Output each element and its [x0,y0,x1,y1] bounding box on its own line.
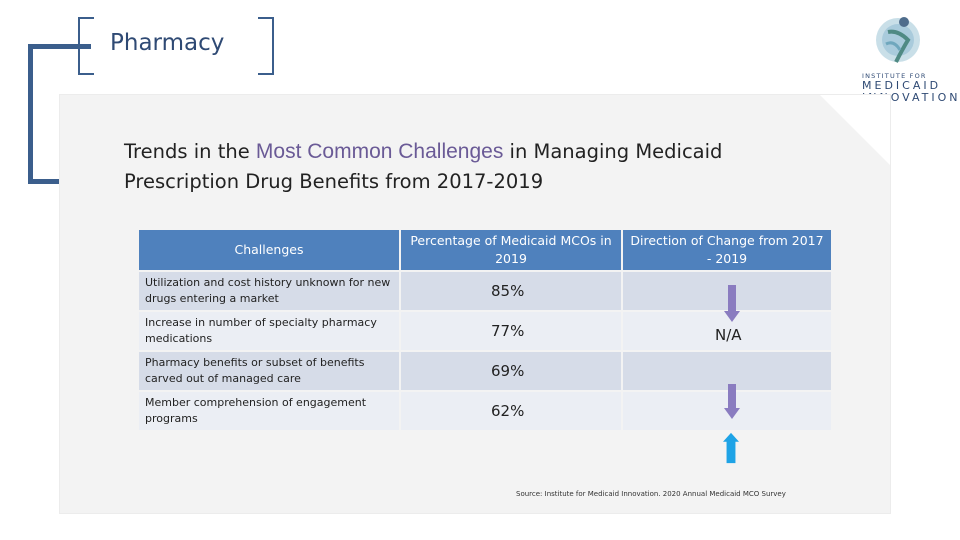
direction-cell [623,312,831,350]
logo-line-2: MEDICAID [862,79,942,92]
institute-logo-icon [876,17,920,63]
direction-na-label: N/A [715,326,742,344]
logo-line-1: INSTITUTE FOR [862,72,927,80]
pct-cell: 62% [401,392,621,430]
table-row: Member comprehension of engagement progr… [139,392,831,430]
challenge-cell: Member comprehension of engagement progr… [139,392,399,430]
header-direction: Direction of Change from 2017 - 2019 [623,230,831,270]
heading-prefix: Trends in the [124,140,256,163]
table-row: Utilization and cost history unknown for… [139,272,831,310]
heading-accent: Most Common Challenges [255,140,504,163]
section-title: Pharmacy [110,30,225,56]
pct-cell: 85% [401,272,621,310]
down-arrow-icon [724,285,740,322]
heading-suffix: in Managing Medicaid [503,140,723,163]
pct-cell: 69% [401,352,621,390]
heading-line-2: Prescription Drug Benefits from 2017-201… [124,170,544,193]
challenge-cell: Increase in number of specialty pharmacy… [139,312,399,350]
table-row: Pharmacy benefits or subset of benefits … [139,352,831,390]
panel-folded-corner [820,95,890,165]
title-right-bracket [258,17,274,75]
challenge-cell: Pharmacy benefits or subset of benefits … [139,352,399,390]
challenge-cell: Utilization and cost history unknown for… [139,272,399,310]
direction-cell [623,352,831,390]
table-row: Increase in number of specialty pharmacy… [139,312,831,350]
pct-cell: 77% [401,312,621,350]
slide-heading: Trends in the Most Common Challenges in … [124,137,824,197]
header-challenges: Challenges [139,230,399,270]
title-left-bracket [78,17,94,75]
direction-cell [623,272,831,310]
up-arrow-icon [723,432,739,464]
left-outer-bracket [28,44,91,184]
challenges-table: Challenges Percentage of Medicaid MCOs i… [137,228,833,432]
header-percentage: Percentage of Medicaid MCOs in 2019 [401,230,621,270]
source-note: Source: Institute for Medicaid Innovatio… [516,490,786,498]
down-arrow-icon [724,384,740,419]
